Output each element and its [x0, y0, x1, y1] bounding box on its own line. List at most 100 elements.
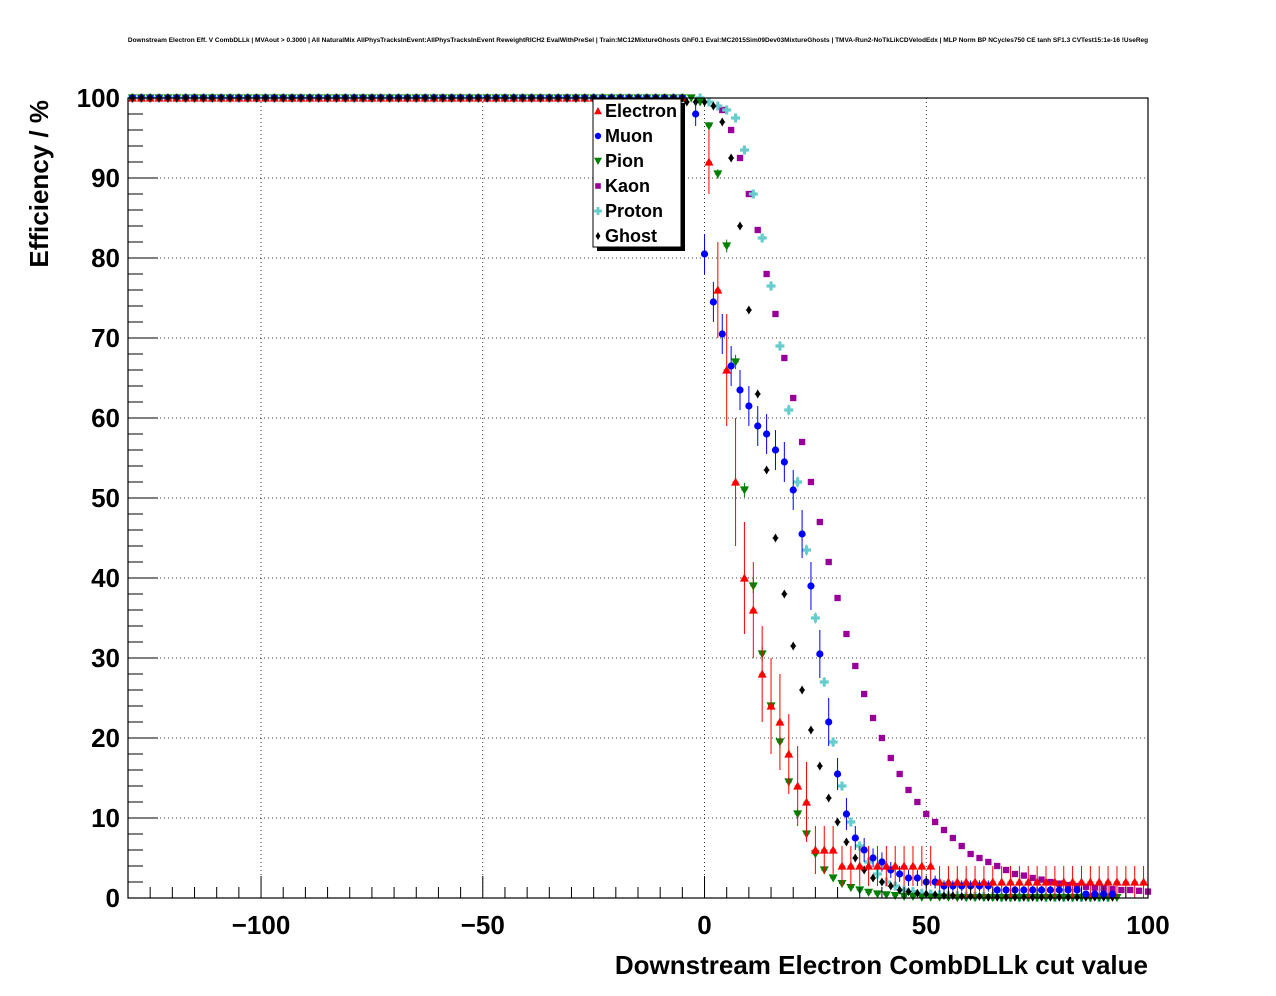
data-point-electron — [1023, 877, 1033, 886]
legend-marker-kaon — [595, 183, 601, 189]
data-point-kaon — [1047, 878, 1054, 886]
data-point-pion — [872, 890, 882, 899]
data-point-ghost — [772, 533, 779, 543]
data-point-ghost — [808, 725, 814, 735]
data-point-electron — [748, 605, 758, 614]
data-point-electron — [979, 877, 989, 886]
data-point-electron — [1006, 877, 1016, 886]
data-point-ghost — [896, 885, 903, 895]
x-tick-label: −100 — [232, 910, 291, 940]
data-point-electron — [731, 477, 741, 486]
data-point-electron — [970, 877, 980, 886]
data-point-proton — [784, 405, 794, 415]
data-point-proton — [802, 545, 812, 555]
legend-label-electron: Electron — [605, 101, 677, 121]
data-point-ghost — [737, 221, 743, 231]
data-point-ghost — [781, 589, 788, 599]
data-point-kaon — [1038, 876, 1045, 883]
data-point-electron — [810, 845, 820, 854]
data-point-kaon — [923, 810, 930, 818]
data-point-pion — [881, 891, 891, 900]
data-point-muon — [780, 458, 788, 466]
x-tick-label: 50 — [912, 910, 941, 940]
data-point-kaon — [949, 834, 957, 842]
data-point-electron — [1068, 877, 1078, 886]
data-point-kaon — [798, 438, 806, 446]
series-muon — [692, 102, 1117, 898]
data-point-kaon — [843, 630, 850, 638]
grid — [128, 98, 1148, 898]
x-tick-label: 100 — [1126, 910, 1169, 940]
data-point-muon — [816, 650, 824, 658]
data-point-pion — [828, 874, 838, 883]
data-point-electron — [757, 669, 767, 678]
data-point-muon — [736, 386, 744, 394]
data-point-kaon — [1011, 870, 1019, 878]
data-point-muon — [913, 874, 921, 882]
legend-label-proton: Proton — [605, 201, 663, 221]
data-point-electron — [722, 365, 732, 374]
data-point-ghost — [755, 389, 761, 399]
data-point-ghost — [1003, 892, 1009, 902]
data-point-kaon — [1002, 866, 1010, 874]
data-point-muon — [842, 810, 851, 818]
data-point-electron — [881, 861, 891, 870]
data-point-ghost — [950, 891, 956, 901]
data-point-muon — [851, 834, 859, 842]
data-point-muon — [878, 858, 886, 866]
data-point-ghost — [790, 641, 796, 651]
data-point-kaon — [861, 690, 868, 698]
data-point-ghost — [1038, 892, 1045, 902]
data-point-ghost — [825, 793, 832, 803]
data-point-muon — [771, 446, 780, 454]
data-point-ghost — [976, 891, 983, 901]
data-point-muon — [1029, 886, 1037, 894]
data-point-electron — [1094, 877, 1104, 886]
data-point-ghost — [852, 853, 859, 863]
data-point-kaon — [994, 862, 1001, 870]
data-point-muon — [798, 530, 806, 538]
data-point-electron — [819, 845, 829, 854]
data-point-electron — [961, 877, 971, 886]
data-point-proton — [810, 613, 820, 623]
data-point-proton — [793, 477, 803, 487]
legend-marker-pion — [594, 157, 602, 165]
data-point-muon — [700, 250, 709, 258]
data-point-ghost — [985, 892, 992, 902]
data-point-electron — [855, 861, 865, 870]
data-point-proton — [819, 677, 829, 687]
data-point-muon — [1091, 890, 1099, 898]
data-point-kaon — [869, 714, 877, 722]
data-point-kaon — [940, 826, 948, 834]
data-point-kaon — [825, 558, 832, 566]
data-point-electron — [828, 845, 838, 854]
data-point-electron — [917, 861, 927, 870]
data-point-kaon — [790, 394, 797, 402]
data-point-ghost — [1074, 892, 1080, 902]
data-point-ghost — [932, 890, 938, 900]
data-point-ghost — [763, 465, 770, 475]
data-point-kaon — [1091, 884, 1098, 891]
data-point-electron — [864, 861, 874, 870]
data-point-muon — [825, 718, 833, 726]
data-point-kaon — [807, 478, 815, 486]
data-point-muon — [754, 422, 762, 430]
data-point-electron — [899, 861, 909, 870]
data-point-proton — [766, 281, 776, 291]
legend-label-ghost: Ghost — [605, 226, 657, 246]
legend-label-pion: Pion — [605, 151, 644, 171]
data-point-electron — [775, 717, 785, 726]
data-point-muon — [896, 870, 904, 878]
data-point-muon — [727, 362, 735, 370]
data-point-electron — [952, 877, 962, 886]
data-point-proton — [917, 888, 927, 898]
data-point-muon — [993, 886, 1001, 894]
data-point-kaon — [887, 754, 894, 762]
data-point-ghost — [834, 817, 841, 827]
y-tick-label: 30 — [91, 643, 120, 673]
data-point-proton — [722, 105, 732, 115]
data-point-ghost — [719, 117, 725, 127]
data-point-kaon — [852, 662, 859, 670]
x-tick-label: −50 — [461, 910, 505, 940]
